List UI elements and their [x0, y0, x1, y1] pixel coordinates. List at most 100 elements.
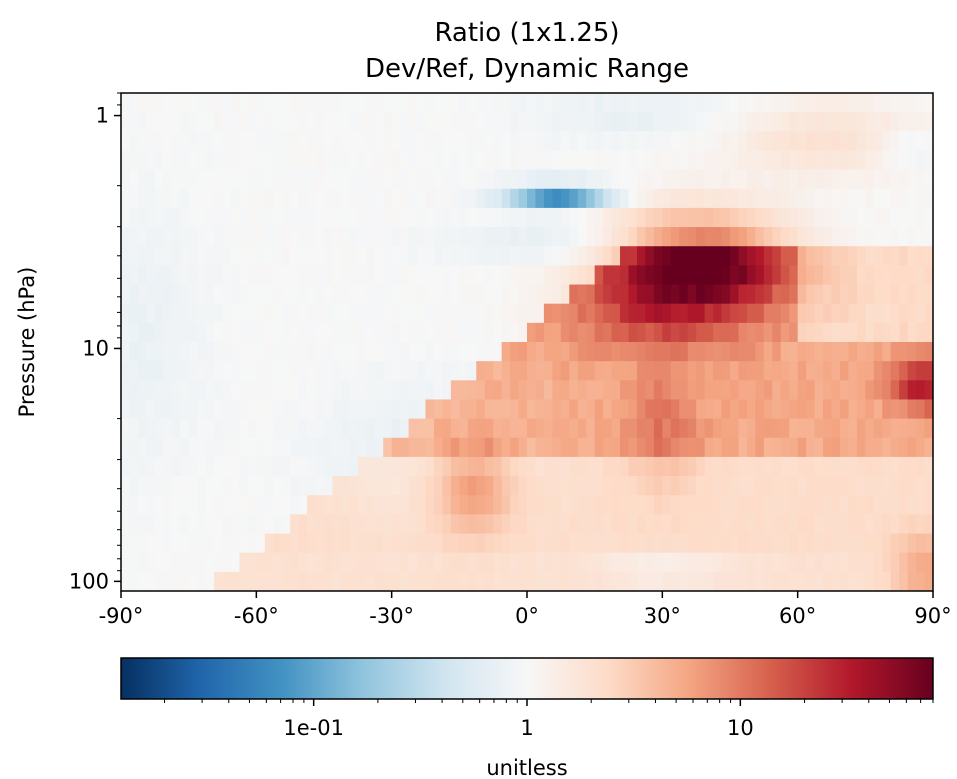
heatmap-cell	[340, 131, 350, 152]
heatmap-cell	[163, 456, 173, 477]
heatmap-cell	[848, 112, 858, 132]
heatmap-cell	[670, 495, 680, 515]
heatmap-cell	[408, 150, 418, 171]
heatmap-cell	[806, 361, 816, 381]
heatmap-cell	[467, 342, 477, 362]
heatmap-cell	[188, 399, 198, 420]
heatmap-cell	[882, 303, 892, 324]
heatmap-cell	[332, 322, 342, 343]
heatmap-cell	[374, 131, 384, 152]
heatmap-cell	[222, 246, 232, 266]
heatmap-cell	[721, 342, 731, 362]
heatmap-cell	[493, 150, 503, 171]
heatmap-cell	[527, 399, 537, 420]
heatmap-cell	[484, 361, 494, 381]
heatmap-cell	[129, 303, 139, 324]
heatmap-cell	[780, 361, 790, 381]
heatmap-cell	[121, 112, 131, 132]
heatmap-cell	[315, 322, 325, 343]
heatmap-cell	[374, 227, 384, 247]
heatmap-cell	[586, 571, 596, 591]
heatmap-cell	[713, 284, 723, 305]
heatmap-cell	[713, 150, 723, 171]
heatmap-cell	[281, 112, 291, 132]
heatmap-cell	[586, 169, 596, 190]
heatmap-cell	[780, 265, 790, 286]
heatmap-cell	[789, 188, 799, 209]
heatmap-cell	[408, 303, 418, 324]
heatmap-cell	[273, 188, 283, 209]
heatmap-cell	[146, 476, 156, 496]
heatmap-cell	[391, 476, 401, 496]
heatmap-cell	[476, 207, 486, 228]
heatmap-cell	[332, 552, 342, 573]
heatmap-cell	[594, 265, 604, 286]
heatmap-cell	[459, 169, 469, 190]
heatmap-cell	[230, 112, 241, 132]
heatmap-cell	[721, 552, 731, 573]
heatmap-cell	[797, 552, 807, 573]
heatmap-cell	[230, 169, 241, 190]
heatmap-cell	[154, 571, 164, 591]
heatmap-cell	[129, 93, 139, 113]
heatmap-cell	[721, 361, 731, 381]
heatmap-cell	[324, 437, 334, 458]
heatmap-cell	[222, 322, 232, 343]
heatmap-cell	[442, 342, 452, 362]
heatmap-cell	[560, 207, 570, 228]
heatmap-cell	[298, 571, 308, 591]
heatmap-cell	[763, 284, 773, 305]
heatmap-cell	[552, 207, 562, 228]
heatmap-cell	[552, 322, 562, 343]
heatmap-cell	[594, 188, 604, 209]
heatmap-cell	[442, 112, 452, 132]
heatmap-cell	[281, 552, 291, 573]
heatmap-cell	[425, 533, 435, 554]
heatmap-cell	[290, 227, 300, 247]
heatmap-cell	[628, 150, 638, 171]
heatmap-cell	[450, 265, 460, 286]
heatmap-cell	[315, 552, 325, 573]
heatmap-cell	[721, 533, 731, 554]
heatmap-cell	[357, 265, 367, 286]
heatmap-cell	[433, 150, 444, 171]
heatmap-cell	[577, 188, 587, 209]
heatmap-cell	[916, 188, 926, 209]
heatmap-cell	[848, 571, 858, 591]
heatmap-cell	[307, 380, 317, 401]
heatmap-cell	[899, 169, 909, 190]
heatmap-cell	[670, 150, 680, 171]
heatmap-cell	[679, 533, 689, 554]
heatmap-cell	[349, 246, 359, 266]
heatmap-cell	[721, 476, 731, 496]
heatmap-cell	[882, 342, 892, 362]
heatmap-cell	[653, 131, 663, 152]
heatmap-cell	[442, 169, 452, 190]
heatmap-cell	[586, 188, 596, 209]
heatmap-cell	[222, 265, 232, 286]
heatmap-cell	[357, 437, 367, 458]
heatmap-cell	[569, 246, 579, 266]
heatmap-cell	[518, 284, 528, 305]
heatmap-cell	[433, 552, 444, 573]
heatmap-cell	[222, 437, 232, 458]
heatmap-cell	[806, 93, 816, 113]
heatmap-cell	[865, 169, 875, 190]
heatmap-cell	[856, 93, 866, 113]
heatmap-cell	[222, 361, 232, 381]
heatmap-cell	[256, 284, 266, 305]
heatmap-cell	[814, 418, 824, 439]
heatmap-cell	[264, 93, 274, 113]
heatmap-cell	[374, 265, 384, 286]
heatmap-cell	[298, 533, 308, 554]
heatmap-cell	[653, 342, 663, 362]
heatmap-cell	[806, 514, 816, 535]
heatmap-cell	[188, 476, 198, 496]
heatmap-cell	[924, 188, 933, 209]
heatmap-cell	[442, 399, 452, 420]
heatmap-cell	[298, 227, 308, 247]
heatmap-cell	[230, 361, 241, 381]
heatmap-cell	[484, 418, 494, 439]
heatmap-cell	[763, 552, 773, 573]
heatmap-cell	[882, 418, 892, 439]
